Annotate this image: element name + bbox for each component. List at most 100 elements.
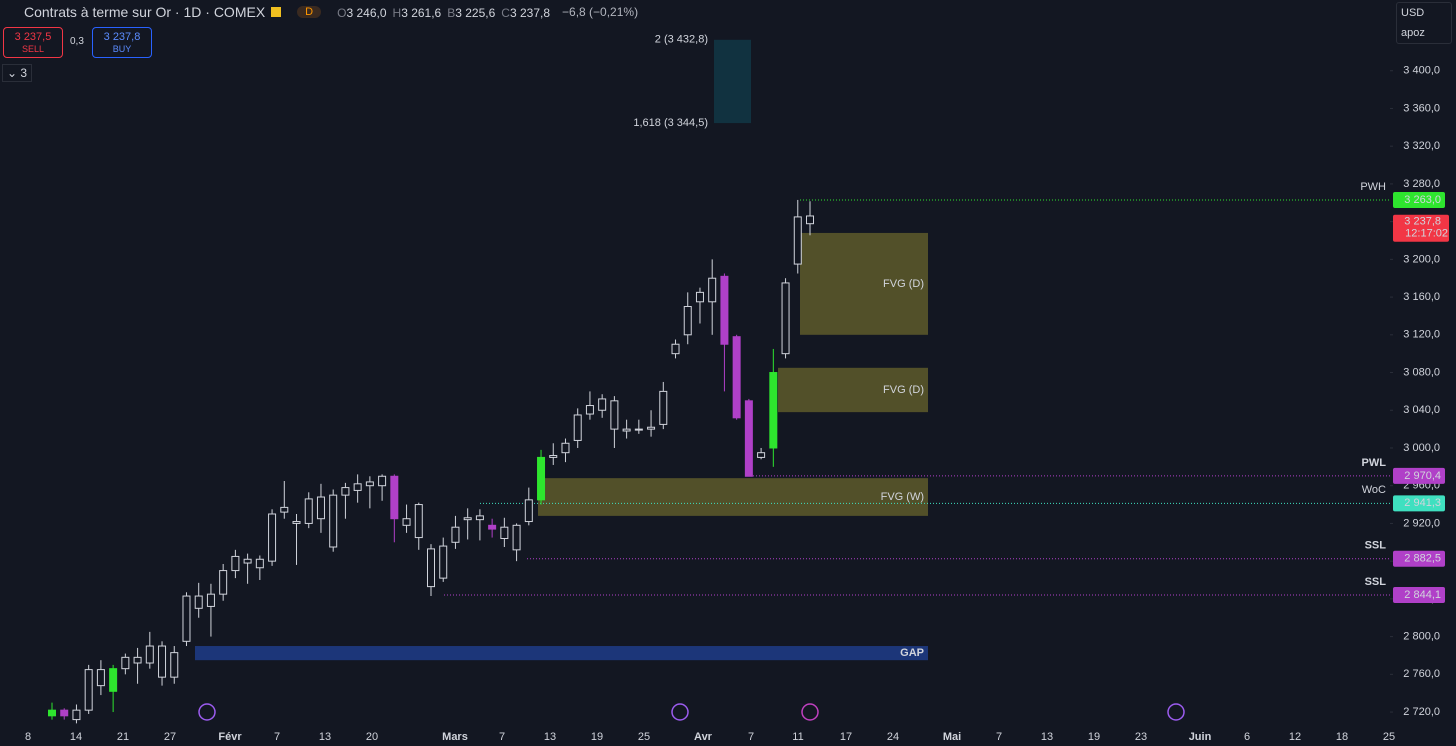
x-tick-label: 13 bbox=[319, 731, 331, 743]
sell-label: SELL bbox=[21, 44, 45, 54]
countdown: 12:17:02 bbox=[1405, 228, 1448, 240]
candle-body bbox=[671, 343, 680, 355]
candle-body bbox=[268, 513, 277, 562]
candle-body bbox=[695, 291, 704, 303]
x-tick-label: 6 bbox=[1244, 731, 1250, 743]
x-tick-label: 27 bbox=[164, 731, 176, 743]
buy-button[interactable]: 3 237,8 BUY bbox=[92, 27, 152, 58]
level-badge-label: 2 941,3 bbox=[1404, 497, 1441, 509]
candle-body bbox=[72, 709, 81, 721]
x-tick-label: 14 bbox=[70, 731, 82, 743]
x-tick-label: 17 bbox=[840, 731, 852, 743]
x-tick-label: 21 bbox=[117, 731, 129, 743]
candle-body bbox=[475, 515, 484, 521]
candle-body bbox=[634, 428, 643, 431]
candle-body bbox=[280, 506, 289, 513]
badge[interactable]: D bbox=[297, 6, 322, 18]
y-tick-label: 3 160,0 bbox=[1403, 291, 1440, 303]
candle-body bbox=[512, 524, 521, 551]
candle-body bbox=[732, 336, 741, 419]
x-tick-label: Avr bbox=[694, 731, 713, 743]
level-name: PWL bbox=[1362, 457, 1387, 469]
y-tick-label: 3 400,0 bbox=[1403, 65, 1440, 77]
last-badge bbox=[1393, 214, 1449, 242]
level-name: SSL bbox=[1365, 576, 1387, 588]
level-badge bbox=[1393, 467, 1445, 484]
ohlc-key: O bbox=[337, 6, 347, 20]
level-badge-label: 2 970,4 bbox=[1404, 470, 1441, 482]
candle-body bbox=[316, 496, 325, 520]
ohlc-value: 3 237,8 bbox=[509, 6, 551, 20]
candle-body bbox=[500, 526, 509, 540]
indicator-toggle[interactable]: ⌄ 3 bbox=[2, 64, 33, 82]
candle-body bbox=[585, 405, 594, 415]
x-tick-label: 7 bbox=[748, 731, 754, 743]
candle-body bbox=[96, 669, 105, 687]
candle-body bbox=[781, 282, 790, 355]
y-tick-label: 3 080,0 bbox=[1403, 366, 1440, 378]
y-tick-label: 3 040,0 bbox=[1403, 404, 1440, 416]
candle-body bbox=[647, 426, 656, 430]
x-tick-label: Mai bbox=[943, 731, 961, 743]
flag bbox=[271, 7, 282, 17]
x-tick-label: 25 bbox=[1383, 731, 1395, 743]
title: Contrats à terme sur Or · 1D · COMEX bbox=[24, 4, 266, 20]
y-tick-label: 2 920,0 bbox=[1403, 517, 1440, 529]
level-badge bbox=[1393, 495, 1445, 512]
spread: 0,3 bbox=[70, 36, 84, 47]
candle-body bbox=[598, 398, 607, 411]
y-tick-label: 3 000,0 bbox=[1403, 442, 1440, 454]
candle-body bbox=[659, 390, 668, 425]
x-tick-label: 19 bbox=[1088, 731, 1100, 743]
candle-body bbox=[292, 521, 301, 524]
zone-label: GAP bbox=[900, 647, 924, 659]
candle-body bbox=[757, 452, 766, 458]
level-badge-label: 3 263,0 bbox=[1404, 194, 1441, 206]
candle-body bbox=[194, 595, 203, 609]
candle-body bbox=[561, 442, 570, 454]
currency-box[interactable]: USD apoz bbox=[1396, 2, 1452, 44]
candle-body bbox=[304, 498, 313, 524]
candle-body bbox=[206, 593, 215, 607]
candle-body bbox=[610, 400, 619, 430]
x-tick-label: 20 bbox=[366, 731, 378, 743]
x-tick-label: 18 bbox=[1336, 731, 1348, 743]
ohlc-key: H bbox=[392, 6, 402, 20]
zone bbox=[800, 232, 928, 335]
ohlc-value: 3 246,0 bbox=[346, 6, 387, 20]
candle-body bbox=[488, 524, 497, 530]
candle-body bbox=[182, 595, 191, 642]
candle-body bbox=[451, 526, 460, 543]
y-tick-label: 3 120,0 bbox=[1403, 329, 1440, 341]
y-tick-label: 3 320,0 bbox=[1403, 140, 1440, 152]
x-tick-label: 25 bbox=[638, 731, 650, 743]
sell-button[interactable]: 3 237,5 SELL bbox=[3, 27, 63, 58]
candle-body bbox=[402, 518, 411, 526]
ohlc-value: 3 225,6 bbox=[455, 6, 496, 20]
x-tick-label: Mars bbox=[442, 731, 468, 743]
x-tick-label: 13 bbox=[544, 731, 556, 743]
candle-body bbox=[720, 275, 729, 345]
x-tick-label: 7 bbox=[996, 731, 1002, 743]
candle-body bbox=[48, 709, 56, 717]
x-tick-label: 23 bbox=[1135, 731, 1147, 743]
event-icon bbox=[671, 703, 689, 721]
candle-body bbox=[683, 306, 692, 336]
candle-body bbox=[537, 456, 546, 501]
x-tick-label: 24 bbox=[887, 731, 899, 743]
candle-body bbox=[378, 475, 387, 487]
fib-label: 1,618 (3 344,5) bbox=[633, 117, 708, 129]
candle-body bbox=[170, 652, 179, 678]
candle-body bbox=[243, 558, 252, 564]
x-tick-label: 13 bbox=[1041, 731, 1053, 743]
candle-body bbox=[158, 645, 167, 678]
level-badge-label: 2 882,5 bbox=[1404, 553, 1441, 565]
x-tick-label: 8 bbox=[25, 731, 31, 743]
candle-body bbox=[439, 545, 448, 579]
y-tick-label: 3 200,0 bbox=[1403, 253, 1440, 265]
ohlc-value: 3 261,6 bbox=[401, 6, 442, 20]
event-icon bbox=[801, 703, 819, 721]
change: −6,8 (−0,21%) bbox=[562, 5, 639, 19]
